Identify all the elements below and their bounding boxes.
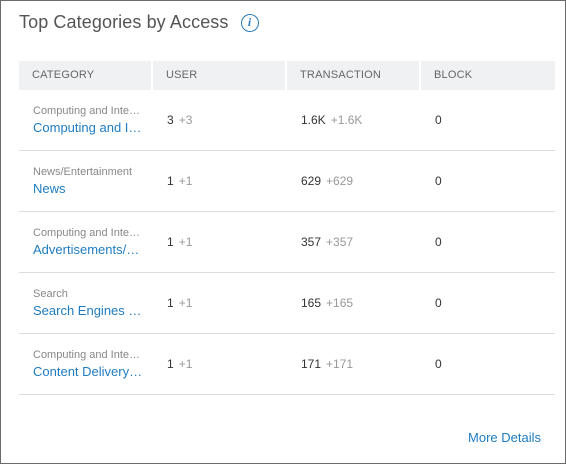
transaction-cell: 357 +357 <box>287 233 421 251</box>
transaction-delta: +1.6K <box>330 113 363 127</box>
transaction-delta: +357 <box>326 235 354 249</box>
transaction-count: 1.6K <box>301 113 326 127</box>
category-link[interactable]: Advertisements/Popups <box>33 242 143 257</box>
category-cell: Computing and Internet Content Delivery … <box>19 349 153 379</box>
parent-category: News/Entertainment <box>33 166 133 178</box>
transaction-cell: 629 +629 <box>287 172 421 190</box>
info-icon[interactable]: i <box>240 13 259 32</box>
column-header-transaction[interactable]: TRANSACTION <box>287 61 421 90</box>
table-row: Computing and Internet Advertisements/Po… <box>19 212 555 273</box>
table-row: Computing and Internet Content Delivery … <box>19 334 555 395</box>
user-delta: +1 <box>178 357 193 371</box>
category-link[interactable]: Content Delivery Networks <box>33 364 143 379</box>
block-count: 0 <box>435 357 442 371</box>
panel-header: Top Categories by Access i <box>19 12 259 33</box>
column-header-user[interactable]: USER <box>153 61 287 90</box>
block-cell: 0 <box>421 111 555 129</box>
user-cell: 1 +1 <box>153 172 287 190</box>
block-cell: 0 <box>421 233 555 251</box>
more-details-link[interactable]: More Details <box>468 430 541 445</box>
table-row: News/Entertainment News 1 +1 629 +629 0 <box>19 151 555 212</box>
block-count: 0 <box>435 296 442 310</box>
categories-table: CATEGORY USER TRANSACTION BLOCK Computin… <box>19 61 555 395</box>
block-cell: 0 <box>421 355 555 373</box>
transaction-count: 357 <box>301 235 322 249</box>
category-link[interactable]: Computing and Internet <box>33 120 143 135</box>
transaction-cell: 1.6K +1.6K <box>287 111 421 129</box>
user-delta: +3 <box>178 113 193 127</box>
transaction-delta: +165 <box>326 296 354 310</box>
category-link[interactable]: Search Engines and Portals <box>33 303 143 318</box>
user-count: 1 <box>167 357 174 371</box>
transaction-delta: +629 <box>326 174 354 188</box>
transaction-count: 629 <box>301 174 322 188</box>
user-cell: 1 +1 <box>153 294 287 312</box>
block-cell: 0 <box>421 172 555 190</box>
transaction-delta: +171 <box>326 357 354 371</box>
block-count: 0 <box>435 174 442 188</box>
user-cell: 1 +1 <box>153 355 287 373</box>
category-cell: News/Entertainment News <box>19 166 153 196</box>
column-header-category[interactable]: CATEGORY <box>19 61 153 90</box>
parent-category: Computing and Internet <box>33 105 143 117</box>
user-delta: +1 <box>178 174 193 188</box>
parent-category: Search <box>33 288 68 300</box>
user-count: 1 <box>167 174 174 188</box>
category-link[interactable]: News <box>33 181 66 196</box>
user-count: 1 <box>167 296 174 310</box>
panel-title: Top Categories by Access <box>19 12 229 32</box>
transaction-cell: 171 +171 <box>287 355 421 373</box>
user-count: 3 <box>167 113 174 127</box>
category-cell: Search Search Engines and Portals <box>19 288 153 318</box>
parent-category: Computing and Internet <box>33 227 143 239</box>
user-cell: 1 +1 <box>153 233 287 251</box>
user-count: 1 <box>167 235 174 249</box>
block-cell: 0 <box>421 294 555 312</box>
user-cell: 3 +3 <box>153 111 287 129</box>
block-count: 0 <box>435 235 442 249</box>
category-cell: Computing and Internet Computing and Int… <box>19 105 153 135</box>
transaction-cell: 165 +165 <box>287 294 421 312</box>
user-delta: +1 <box>178 296 193 310</box>
column-header-block[interactable]: BLOCK <box>434 69 473 81</box>
table-header: CATEGORY USER TRANSACTION BLOCK <box>19 61 555 90</box>
parent-category: Computing and Internet <box>33 349 143 361</box>
table-row: Computing and Internet Computing and Int… <box>19 90 555 151</box>
table-row: Search Search Engines and Portals 1 +1 16… <box>19 273 555 334</box>
category-cell: Computing and Internet Advertisements/Po… <box>19 227 153 257</box>
user-delta: +1 <box>178 235 193 249</box>
block-count: 0 <box>435 113 442 127</box>
transaction-count: 165 <box>301 296 322 310</box>
transaction-count: 171 <box>301 357 322 371</box>
